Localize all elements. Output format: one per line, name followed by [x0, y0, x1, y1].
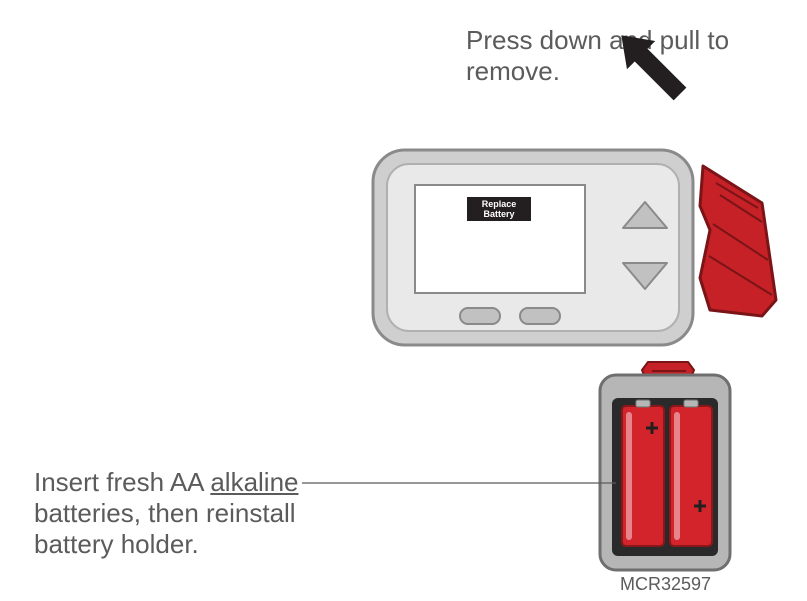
screen-label-line2: Battery — [483, 209, 514, 219]
aa-battery — [622, 400, 664, 546]
thermostat-pill-button-icon — [520, 308, 560, 324]
aa-battery — [670, 400, 712, 546]
press-arrow-icon — [607, 21, 694, 108]
screen-label-line1: Replace — [482, 199, 517, 209]
thermostat-pill-button-icon — [460, 308, 500, 324]
diagram: ReplaceBattery — [0, 0, 807, 601]
